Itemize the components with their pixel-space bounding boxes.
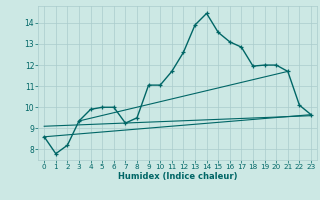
X-axis label: Humidex (Indice chaleur): Humidex (Indice chaleur) xyxy=(118,172,237,181)
